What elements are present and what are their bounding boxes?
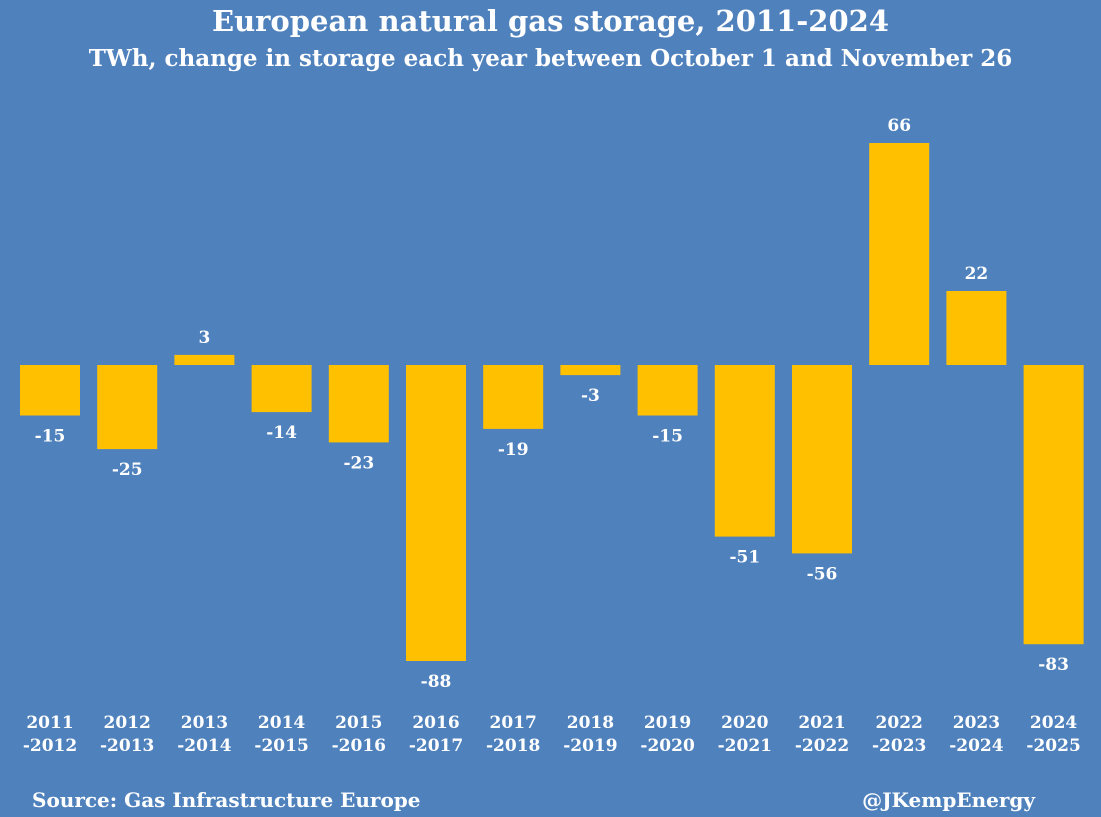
x-tick-label-7-end: -2019 <box>563 736 617 756</box>
x-tick-label-11-start: 2022 <box>876 713 923 733</box>
x-tick-label-0-start: 2011 <box>26 713 73 733</box>
bar-7 <box>560 365 621 376</box>
bar-value-label-2: 3 <box>198 328 210 348</box>
category-labels-layer: 2011 -2012 2012 -2013 2013 -2014 2014 -2015 2015… <box>23 713 1081 756</box>
x-tick-label-12-end: -2024 <box>949 736 1004 756</box>
bar-value-label-10: -56 <box>807 564 838 584</box>
bar-value-label-8: -15 <box>652 427 683 447</box>
x-tick-label-10-end: -2022 <box>795 736 849 756</box>
bar-value-label-7: -3 <box>581 386 600 406</box>
bar-13 <box>1023 365 1084 645</box>
x-tick-label-8-start: 2019 <box>644 713 691 733</box>
bar-value-label-9: -51 <box>729 548 760 568</box>
x-tick-label-9-start: 2020 <box>721 713 768 733</box>
x-tick-label-13-end: -2025 <box>1026 736 1080 756</box>
x-tick-label-4-start: 2015 <box>335 713 382 733</box>
x-tick-label-13-start: 2024 <box>1030 713 1077 733</box>
bar-value-label-12: 22 <box>965 264 989 284</box>
x-tick-label-12-start: 2023 <box>953 713 1000 733</box>
x-tick-label-1-end: -2013 <box>100 736 154 756</box>
bar-1 <box>97 365 158 450</box>
bar-value-label-3: -14 <box>266 423 297 443</box>
x-tick-label-5-end: -2017 <box>409 736 463 756</box>
x-tick-label-2-start: 2013 <box>181 713 228 733</box>
bar-value-label-1: -25 <box>112 460 143 480</box>
x-tick-label-6-end: -2018 <box>486 736 540 756</box>
bar-value-label-11: 66 <box>887 116 911 136</box>
bar-6 <box>483 365 544 429</box>
x-tick-label-3-end: -2015 <box>254 736 308 756</box>
bar-11 <box>869 143 930 365</box>
x-tick-label-10-start: 2021 <box>798 713 845 733</box>
bar-value-label-13: -83 <box>1038 655 1069 675</box>
x-tick-label-5-start: 2016 <box>412 713 459 733</box>
x-tick-label-1-start: 2012 <box>104 713 151 733</box>
bar-value-label-0: -15 <box>35 427 66 447</box>
chart-subtitle: TWh, change in storage each year between… <box>88 45 1013 72</box>
value-labels-layer: -15 -25 3 -14 -23 -88 -19 -3 -15 -51 -56 66 22 -83 <box>35 116 1069 692</box>
bar-0 <box>20 365 80 416</box>
x-tick-label-4-end: -2016 <box>332 736 386 756</box>
bar-4 <box>328 365 389 443</box>
bar-3 <box>251 365 312 413</box>
bar-9 <box>714 365 775 537</box>
bar-12 <box>946 291 1007 365</box>
x-tick-label-6-start: 2017 <box>490 713 537 733</box>
x-tick-label-2-end: -2014 <box>177 736 232 756</box>
bar-value-label-6: -19 <box>498 440 529 460</box>
chart-title: European natural gas storage, 2011-2024 <box>211 4 890 38</box>
bar-value-label-4: -23 <box>343 453 374 473</box>
author-handle: @JKempEnergy <box>862 788 1035 812</box>
x-tick-label-11-end: -2023 <box>872 736 926 756</box>
bar-2 <box>174 354 235 365</box>
x-tick-label-0-end: -2012 <box>23 736 77 756</box>
bars-layer <box>20 143 1084 661</box>
bar-value-label-5: -88 <box>421 672 452 692</box>
bar-8 <box>637 365 698 416</box>
bar-5 <box>406 365 466 661</box>
x-tick-label-8-end: -2020 <box>640 736 695 756</box>
bar-10 <box>792 365 852 554</box>
x-tick-label-7-start: 2018 <box>567 713 614 733</box>
x-tick-label-9-end: -2021 <box>718 736 772 756</box>
source-note: Source: Gas Infrastructure Europe <box>32 788 421 812</box>
x-tick-label-3-start: 2014 <box>258 713 305 733</box>
